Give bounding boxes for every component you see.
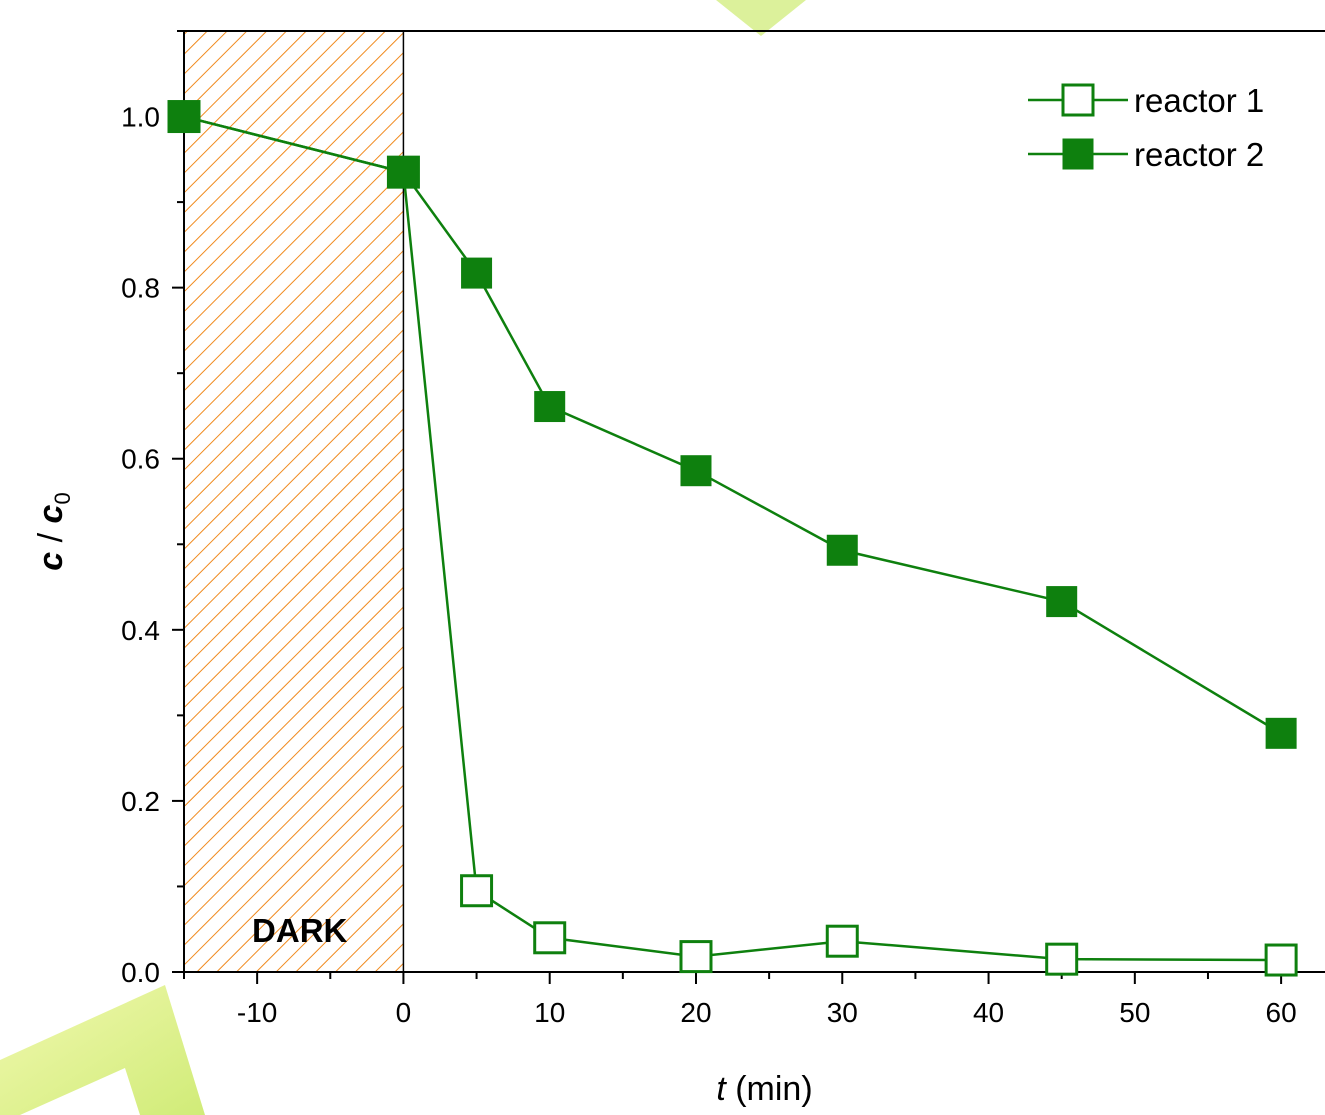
series-2: [168, 101, 1297, 749]
series-layer: [167, 100, 1298, 977]
x-tick-label: 60: [1266, 997, 1297, 1028]
x-axis-title-variable: t: [716, 1070, 727, 1108]
y-tick-label: 0.0: [121, 957, 160, 988]
dark-region-label: DARK: [252, 912, 347, 949]
y-ticks: 0.0 0.2 0.4 0.6 0.8 1.0: [121, 30, 184, 988]
data-point: [1264, 943, 1298, 977]
legend: reactor 1 reactor 2: [1028, 82, 1264, 173]
decor-diamond: [716, 0, 806, 36]
data-point: [679, 940, 713, 974]
data-point: [534, 391, 566, 423]
y-tick-label: 0.8: [121, 273, 160, 304]
dark-region-hatch: [183, 30, 405, 973]
decor-frame: [0, 985, 205, 1115]
x-tick-label: 0: [396, 997, 412, 1028]
y-axis-title-c0: c: [32, 504, 70, 523]
decorative-shapes: [0, 0, 806, 1115]
data-point: [460, 874, 494, 908]
legend-marker: [1062, 138, 1094, 170]
y-axis-title-sep: /: [32, 523, 70, 551]
data-point: [533, 921, 567, 955]
legend-label: reactor 2: [1134, 136, 1264, 173]
x-tick-label: 40: [973, 997, 1004, 1028]
data-point: [1045, 942, 1079, 976]
y-axis-title-subscript: 0: [50, 492, 75, 504]
y-axis-title-c: c: [32, 552, 70, 571]
data-point: [680, 455, 712, 487]
data-point: [168, 101, 200, 133]
data-point: [387, 156, 419, 188]
legend-marker: [1061, 83, 1095, 117]
axes: -10 0 10 20 30 40 50 60 0.0 0.2 0.4 0.6 0.8 1.0: [121, 30, 1325, 1028]
y-axis-title: c / c0: [32, 492, 75, 570]
data-point: [826, 534, 858, 566]
y-tick-label: 1.0: [121, 102, 160, 133]
x-tick-label: 30: [827, 997, 858, 1028]
x-ticks: -10 0 10 20 30 40 50 60: [183, 972, 1297, 1028]
series-line: [183, 115, 1282, 735]
x-axis-title: t (min): [716, 1070, 812, 1108]
y-tick-label: 0.4: [121, 615, 160, 646]
data-point: [825, 924, 859, 958]
data-point: [1265, 717, 1297, 749]
data-point: [1046, 586, 1078, 618]
x-tick-label: 50: [1119, 997, 1150, 1028]
data-point: [461, 257, 493, 289]
y-tick-label: 0.2: [121, 786, 160, 817]
x-tick-label: 20: [680, 997, 711, 1028]
dark-region: DARK: [183, 30, 405, 973]
x-axis-title-unit: (min): [726, 1070, 813, 1108]
x-tick-label: -10: [237, 997, 277, 1028]
series-line: [183, 115, 1282, 962]
legend-label: reactor 1: [1134, 82, 1264, 119]
y-tick-label: 0.6: [121, 444, 160, 475]
x-tick-label: 10: [534, 997, 565, 1028]
